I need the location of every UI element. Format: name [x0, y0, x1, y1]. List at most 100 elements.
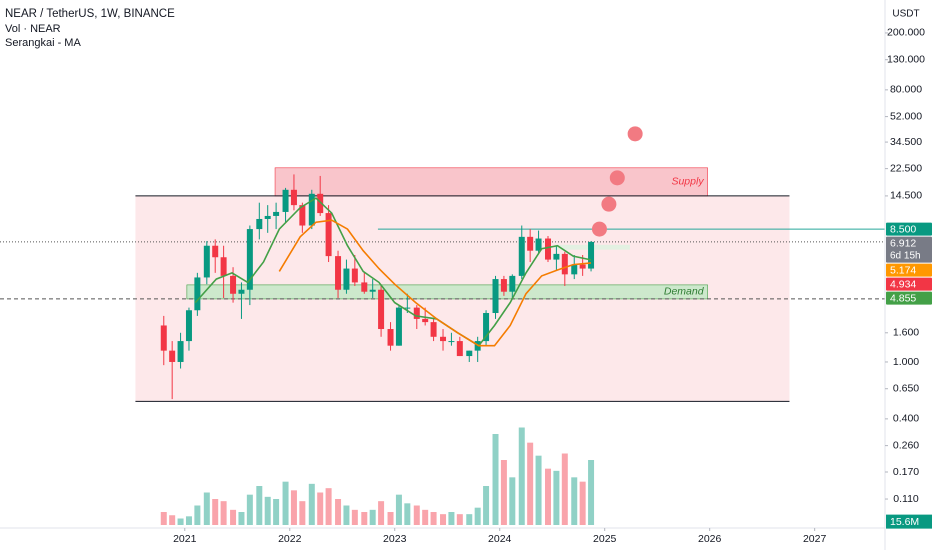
candle-body — [282, 189, 289, 212]
candle-body — [317, 193, 324, 214]
volume-bar — [430, 512, 437, 525]
y-tick-label: 0.110 — [893, 493, 919, 505]
candle-body — [230, 275, 237, 294]
volume-bar — [230, 509, 237, 525]
x-tick-label: 2024 — [488, 533, 512, 545]
candle-body — [483, 313, 490, 342]
volume-bar — [395, 494, 402, 525]
candle-body — [194, 277, 201, 311]
price-tag — [886, 222, 932, 236]
candle-body — [264, 215, 271, 219]
volume-bar — [518, 427, 525, 525]
volume-bar — [483, 486, 490, 525]
zone — [186, 284, 708, 300]
candle-body — [466, 350, 473, 357]
price-tag — [886, 291, 932, 305]
volume-bar — [220, 501, 227, 525]
zone-label: Demand — [664, 286, 705, 298]
candle-body — [571, 264, 578, 275]
y-tick-label: 0.170 — [893, 466, 919, 478]
volume-bar — [308, 483, 315, 525]
countdown-label: 6d 15h — [890, 251, 921, 262]
candle-body — [500, 279, 507, 292]
candle-body — [325, 213, 332, 257]
price-tag-label: 5.174 — [890, 264, 916, 276]
volume-bar — [553, 470, 560, 525]
volume-bar — [361, 512, 368, 525]
volume-bar — [369, 509, 376, 525]
volume-bar — [509, 477, 516, 525]
candle-body — [561, 253, 568, 275]
indicator-label: Serangkai - MA — [5, 37, 81, 49]
candle-body — [343, 268, 350, 290]
candle-body — [351, 268, 358, 283]
candle-body — [456, 341, 463, 357]
volume-bar — [273, 499, 280, 525]
moving-averages — [194, 197, 592, 347]
y-tick-label: 14.500 — [890, 190, 922, 202]
volume-bar — [422, 509, 429, 525]
x-tick-label: 2025 — [593, 533, 617, 545]
volume-bar — [185, 516, 192, 525]
volume-bar — [177, 518, 184, 525]
indicator-label: Vol · NEAR — [5, 23, 61, 35]
volume-bar — [246, 494, 253, 525]
candle-body — [553, 253, 560, 260]
candle-body — [527, 236, 534, 251]
target-point — [601, 196, 617, 212]
price-tag-label: 6.912 — [890, 237, 916, 249]
volume-bar — [351, 509, 358, 525]
x-tick-label: 2027 — [803, 533, 827, 545]
candle-body — [299, 205, 306, 226]
zone — [274, 167, 708, 197]
candle-body — [545, 238, 552, 260]
candles — [160, 174, 595, 400]
volume — [160, 427, 595, 525]
price-tag — [886, 236, 932, 263]
candle-body — [273, 211, 280, 216]
x-tick-label: 2022 — [278, 533, 302, 545]
candle-body — [387, 329, 394, 346]
volume-bar — [387, 512, 394, 525]
candle-body — [335, 256, 342, 290]
chart-title: NEAR / TetherUS, 1W, BINANCE — [5, 8, 175, 20]
volume-bar — [448, 512, 455, 525]
currency-label: USDT — [892, 9, 919, 20]
volume-bar — [561, 453, 568, 525]
candle-body — [509, 275, 516, 292]
y-tick-label: 52.000 — [890, 110, 922, 122]
volume-bar — [571, 477, 578, 525]
volume-bar — [212, 499, 219, 525]
price-tag — [886, 263, 932, 277]
candle-body — [212, 245, 219, 258]
x-tick-label: 2026 — [698, 533, 722, 545]
candle-body — [413, 307, 420, 319]
price-tag-label: 4.855 — [890, 292, 916, 304]
volume-bar — [579, 481, 586, 525]
candle-body — [395, 307, 402, 346]
candle-body — [169, 350, 176, 362]
volume-bar — [290, 490, 297, 525]
price-tag-label: 8.500 — [890, 223, 916, 235]
targets — [591, 126, 643, 237]
candle-body — [448, 341, 455, 343]
price-tag — [886, 277, 932, 291]
candle-body — [378, 289, 385, 330]
target-point — [627, 126, 643, 142]
volume-bar — [474, 507, 481, 525]
target-point — [609, 170, 625, 186]
volume-bar — [466, 514, 473, 525]
volume-bar — [413, 505, 420, 525]
candle-body — [290, 189, 297, 206]
volume-bar — [440, 514, 447, 525]
candle-body — [185, 310, 192, 342]
y-tick-label: 1.600 — [893, 327, 919, 339]
x-tick-label: 2023 — [383, 533, 407, 545]
volume-bar — [160, 512, 167, 525]
y-tick-label: 22.500 — [890, 162, 922, 174]
moving-average — [194, 197, 592, 347]
volume-bar — [343, 505, 350, 525]
volume-bar — [545, 468, 552, 525]
x-tick-label: 2021 — [173, 533, 197, 545]
price-tag-label: 4.934 — [890, 278, 916, 290]
